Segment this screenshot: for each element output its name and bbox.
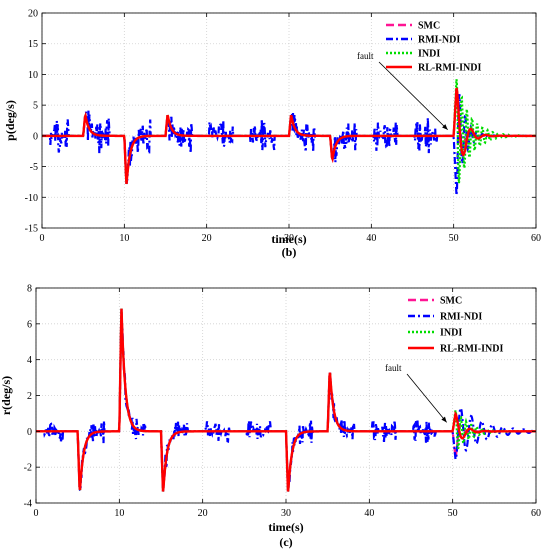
y-tick-label: -15 [25,224,38,235]
series-group [36,308,536,495]
y-tick-label: 15 [28,39,38,50]
fault-arrow [378,61,448,130]
y-tick-label: 0 [27,427,32,438]
fault-arrowhead [442,124,448,130]
legend-entry: RMI-NDI [440,312,482,323]
x-tick-label: 30 [281,508,291,519]
fault-label: fault [385,363,402,373]
y-tick-label: -4 [24,499,32,510]
x-tick-label: 0 [40,233,45,244]
x-tick-label: 20 [198,508,208,519]
panel-label: (b) [282,245,297,259]
legend: SMC RMI-NDI INDI RL-RMI-INDI [386,21,481,74]
chart-panel-b: 0 10 20 30 40 50 60 -15 -10 -5 0 5 10 15 20 time(s) p(de… [3,9,541,260]
y-tick-label: -10 [25,193,38,204]
series-group [42,79,536,196]
y-tick-label: 2 [27,391,32,402]
y-tick-label: 0 [33,131,38,142]
y-tick-label: 5 [33,101,38,112]
y-tick-label: 4 [27,355,32,366]
chart-panel-c: 0 10 20 30 40 50 60 -4 -2 0 2 4 6 8 time(s) r(deg/s) (c)… [0,284,541,550]
panel-label: (c) [279,535,292,549]
legend-entry: RMI-NDI [418,35,460,46]
y-tick-label: 10 [28,70,38,81]
y-tick-label: 20 [28,9,38,20]
x-tick-label: 60 [531,233,541,244]
series-line-rl-rmi-indi [36,308,536,492]
legend-entry: SMC [440,296,462,307]
x-axis-label: time(s) [271,232,306,246]
y-tick-label: -5 [30,162,38,173]
legend: SMC RMI-NDI INDI RL-RMI-INDI [408,296,503,355]
x-axis-label: time(s) [268,520,303,534]
legend-entry: SMC [418,21,440,32]
legend-entry: RL-RMI-INDI [418,63,481,74]
x-tick-label: 30 [284,233,294,244]
fault-annotation: fault [357,51,448,130]
x-tick-label: 50 [448,508,458,519]
y-tick-label: -2 [24,463,32,474]
y-tick-label: 8 [27,284,32,295]
x-tick-label: 40 [366,233,376,244]
x-tick-label: 50 [449,233,459,244]
fault-label: fault [357,51,374,61]
fault-arrow [406,373,447,423]
series-line-rl-rmi-indi [42,87,536,184]
y-axis-label: p(deg/s) [3,100,17,141]
legend-entry: RL-RMI-INDI [440,344,503,355]
x-tick-label: 10 [114,508,124,519]
fault-arrowhead [441,416,447,423]
y-tick-label: 6 [27,319,32,330]
x-tick-label: 0 [34,508,39,519]
legend-entry: INDI [418,49,440,60]
legend-entry: INDI [440,328,462,339]
x-tick-label: 10 [119,233,129,244]
x-tick-label: 20 [202,233,212,244]
y-axis-label: r(deg/s) [0,376,13,415]
fault-annotation: fault [385,363,447,423]
x-tick-label: 60 [531,508,541,519]
x-tick-label: 40 [364,508,374,519]
